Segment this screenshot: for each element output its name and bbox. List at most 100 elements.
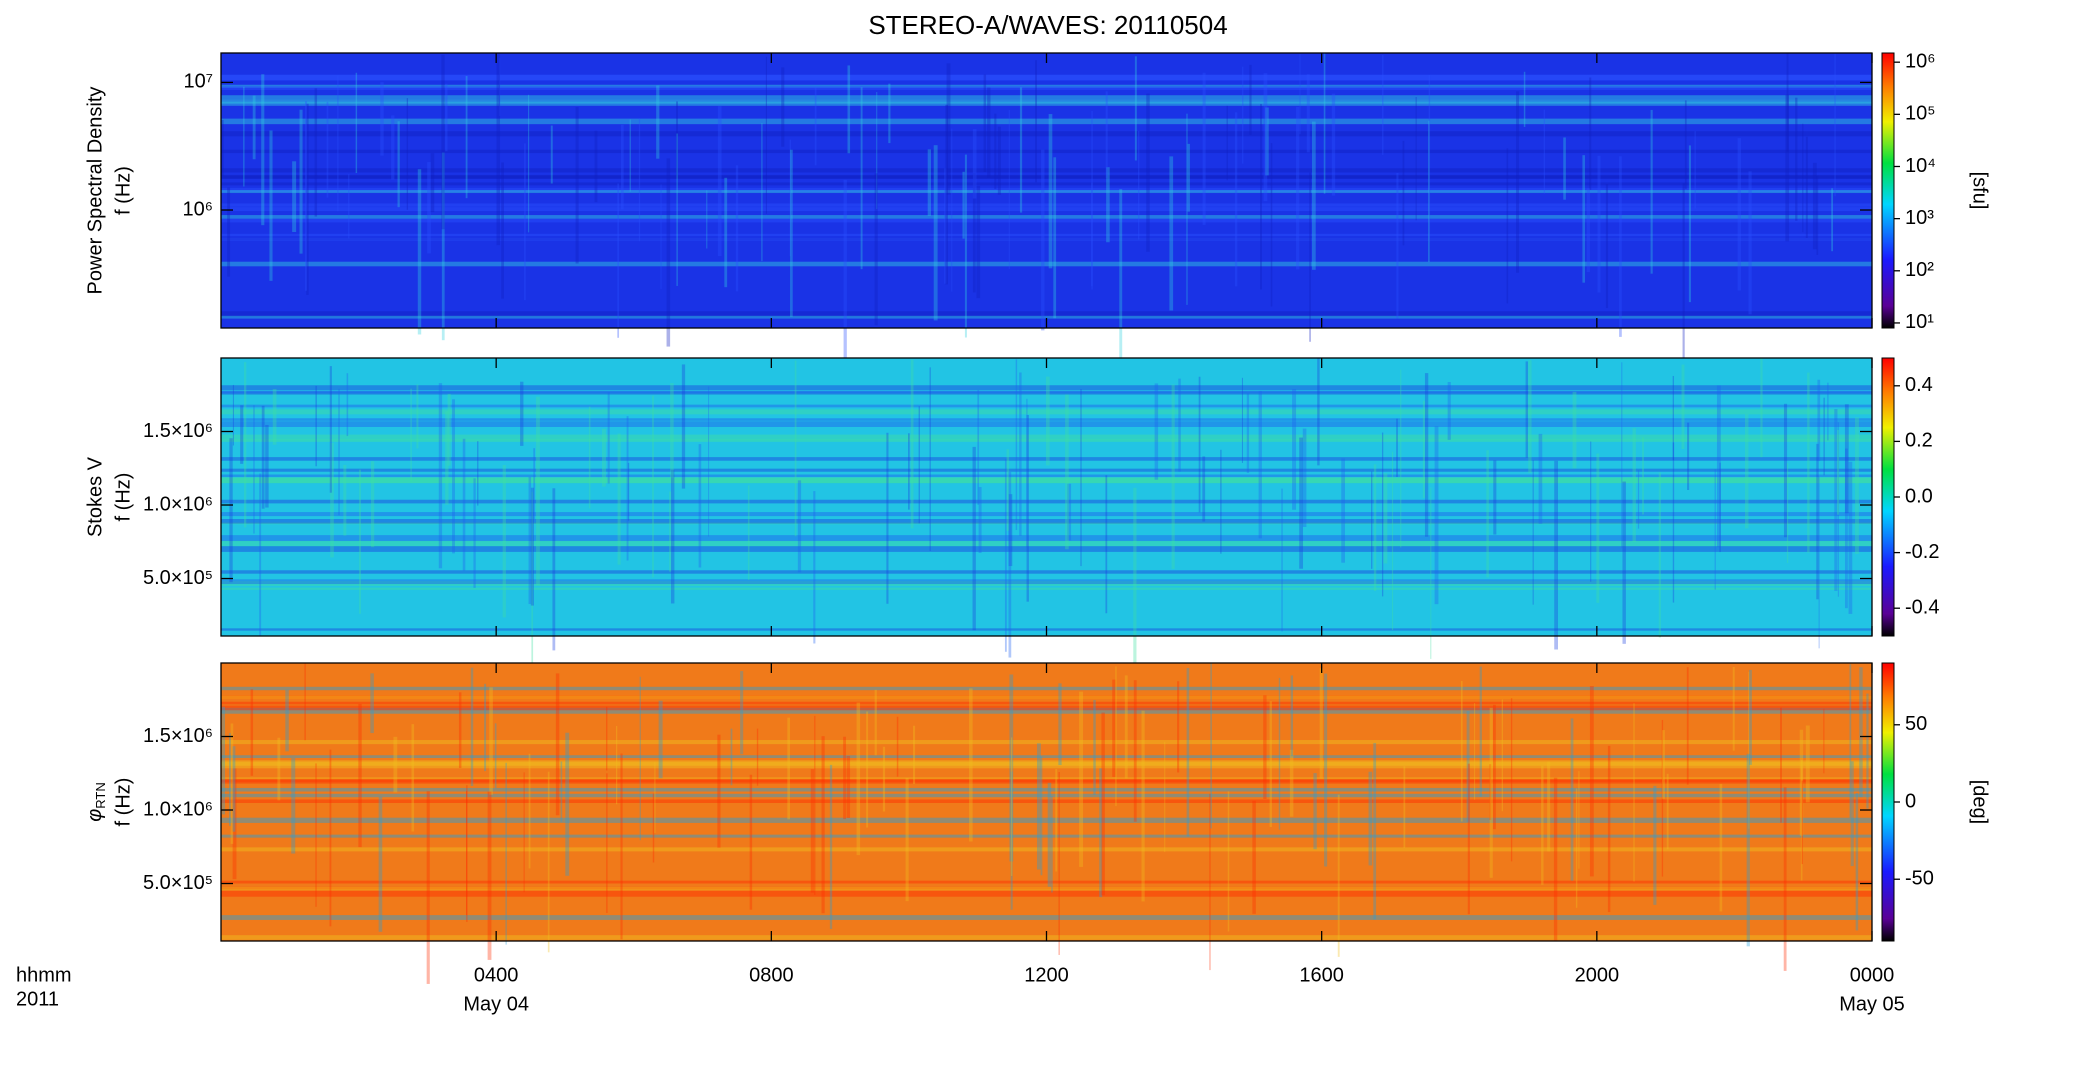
- spectrogram-streak: [315, 763, 317, 907]
- spectrogram-streak: [252, 95, 256, 160]
- spectrogram-streak: [1065, 394, 1069, 550]
- spectrogram-streak: [505, 762, 507, 945]
- spectrogram-band: [221, 761, 1872, 766]
- spectrogram-streak: [1010, 737, 1013, 877]
- spectrogram-band: [221, 477, 1872, 484]
- spectrogram-streak: [1434, 426, 1439, 605]
- spectrogram-streak: [1597, 155, 1601, 293]
- spectrogram-streak: [627, 462, 630, 521]
- spectrogram-streak: [1799, 729, 1804, 836]
- spectrogram-streak: [1220, 449, 1222, 554]
- spectrogram-streak: [1547, 761, 1551, 852]
- spectrogram-streak: [1299, 437, 1304, 569]
- spectrogram-band: [221, 886, 1872, 891]
- spectrogram-streak: [1278, 677, 1281, 830]
- spectrogram-streak: [1249, 64, 1252, 135]
- spectrogram-band: [221, 99, 1872, 106]
- spectrogram-streak: [1164, 741, 1166, 853]
- spectrogram-streak: [652, 395, 654, 578]
- spectrogram-band: [221, 101, 1872, 104]
- spectrogram-streak: [1299, 54, 1301, 135]
- spectrogram-streak: [1575, 788, 1578, 908]
- spectrogram-streak: [477, 441, 479, 506]
- spectrogram-streak: [676, 101, 678, 179]
- spectrogram-streak: [1133, 487, 1137, 680]
- spectrogram-streak: [997, 126, 1001, 195]
- spectrogram-streak: [1396, 418, 1398, 477]
- spectrogram-band: [221, 477, 1872, 484]
- spectrogram-streak: [607, 392, 610, 484]
- y-axis-symbol: φ: [84, 809, 106, 822]
- spectrogram-streak: [1091, 110, 1093, 290]
- spectrogram-band: [221, 779, 1872, 782]
- spectrogram-streak: [944, 168, 947, 284]
- spectrogram-streak: [1202, 456, 1206, 522]
- spectrogram-streak: [1019, 372, 1022, 536]
- spectrogram-streak: [337, 75, 339, 212]
- spectrogram-streak: [1296, 106, 1300, 270]
- spectrogram-streak: [1447, 382, 1451, 440]
- spectrogram-streak: [983, 74, 987, 173]
- spectrogram-band: [221, 540, 1872, 547]
- spectrogram-streak: [1263, 73, 1268, 202]
- spectrogram-streak: [1783, 403, 1788, 538]
- spectrogram-streak: [1209, 793, 1211, 971]
- spectrogram-streak: [1746, 753, 1750, 947]
- spectrogram-band: [221, 182, 1872, 186]
- spectrogram-band: [221, 237, 1872, 241]
- spectrogram-streak: [484, 683, 487, 772]
- spectrogram-streak: [560, 761, 563, 822]
- spectrogram-streak: [1686, 667, 1689, 785]
- spectrogram-streak: [1311, 121, 1316, 270]
- spectrogram-streak: [533, 448, 536, 520]
- spectrogram-streak: [670, 383, 674, 478]
- y-axis-label: f (Hz): [112, 473, 134, 522]
- spectrogram-streak: [555, 673, 560, 816]
- spectrogram-streak: [620, 753, 623, 940]
- spectrogram-streak: [735, 165, 739, 292]
- spectrogram-streak: [1093, 700, 1096, 795]
- y-axis-label: φRTN: [84, 782, 108, 822]
- spectrogram-streak: [1719, 783, 1723, 912]
- spectrogram-streak: [470, 667, 474, 787]
- spectrogram-band: [221, 168, 1872, 173]
- spectrogram-streak: [602, 428, 606, 487]
- spectrogram-streak: [1662, 730, 1665, 799]
- spectrogram-streak: [1187, 143, 1190, 212]
- spectrogram-streak: [615, 725, 618, 805]
- spectrogram-streak: [259, 473, 262, 636]
- chart-title: STEREO-A/WAVES: 20110504: [868, 10, 1227, 40]
- spectrogram-streak: [243, 86, 245, 187]
- spectrogram-streak: [1422, 400, 1425, 499]
- spectrogram-streak: [253, 405, 255, 534]
- spectrogram-streak: [1319, 668, 1323, 779]
- spectrogram-streak: [330, 442, 334, 558]
- spectrogram-streak: [781, 67, 785, 147]
- spectrogram-band: [221, 311, 1872, 318]
- spectrogram-band: [221, 763, 1872, 769]
- spectrogram-streak: [261, 405, 265, 509]
- spectrogram-streak: [261, 74, 265, 226]
- spectrogram-streak: [1479, 666, 1482, 797]
- spectrogram-streak: [1124, 675, 1128, 779]
- spectrogram-band: [221, 203, 1872, 207]
- y-axis-label: Power Spectral Density: [84, 87, 106, 295]
- spectrogram-streak: [987, 87, 991, 178]
- spectrogram-streak: [856, 702, 861, 856]
- spectrogram-streak: [706, 190, 708, 249]
- spectrogram-streak: [346, 373, 349, 437]
- spectrogram-streak: [994, 113, 997, 190]
- y-axis-label: Stokes V: [84, 456, 106, 537]
- spectrogram-band: [221, 890, 1872, 897]
- spectrogram-streak: [747, 485, 750, 580]
- spectrogram-streak: [1831, 188, 1834, 252]
- spectrogram-streak: [977, 389, 980, 505]
- spectrogram-streak: [229, 733, 231, 826]
- spectrogram-streak: [1186, 667, 1190, 837]
- spectrogram-band: [221, 695, 1872, 699]
- spectrogram-streak: [1337, 794, 1340, 957]
- y-axis-subscript: RTN: [93, 782, 108, 808]
- spectrogram-streak: [843, 736, 846, 820]
- spectrogram-streak: [1099, 768, 1103, 898]
- spectrogram-streak: [929, 367, 931, 551]
